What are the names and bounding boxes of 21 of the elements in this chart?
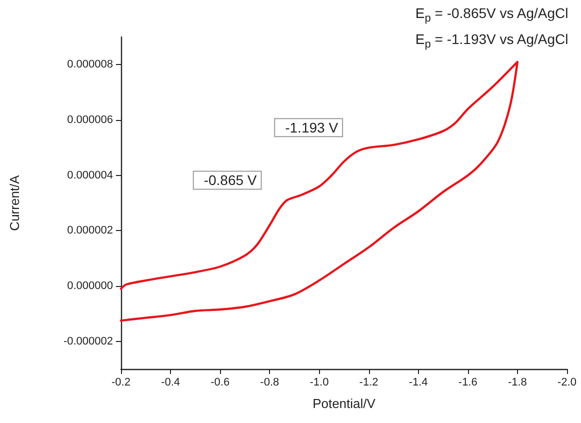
annotation: -0.865 V: [204, 172, 258, 188]
x-tick-label: -0.6: [210, 376, 230, 388]
x-axis-title: Potential/V: [312, 396, 376, 411]
line-series: [120, 60, 519, 322]
y-tick-label: -0.000002: [63, 335, 113, 348]
x-tick-label: -1.2: [359, 376, 378, 388]
y-tick-label: 0.000006: [67, 114, 113, 126]
x-tick-label: -0.2: [112, 376, 130, 388]
annotation: -1.193 V: [285, 120, 339, 136]
y-axis-title: Current/A: [7, 174, 22, 231]
x-tick-label: -0.4: [161, 376, 180, 388]
x-tick-label: -1.0: [310, 376, 329, 388]
y-tick-label: 0.000000: [67, 280, 113, 292]
x-tick-label: -1.6: [458, 376, 478, 388]
x-tick-label: -1.8: [508, 376, 527, 388]
x-tick-label: -1.4: [408, 376, 428, 388]
y-tick-label: 0.000002: [67, 224, 113, 237]
x-tick-label: -0.8: [260, 376, 280, 388]
y-tick-label: 0.000008: [67, 58, 113, 71]
x-tick-label: -2.0: [558, 376, 576, 388]
y-tick-label: 0.000004: [67, 169, 113, 182]
